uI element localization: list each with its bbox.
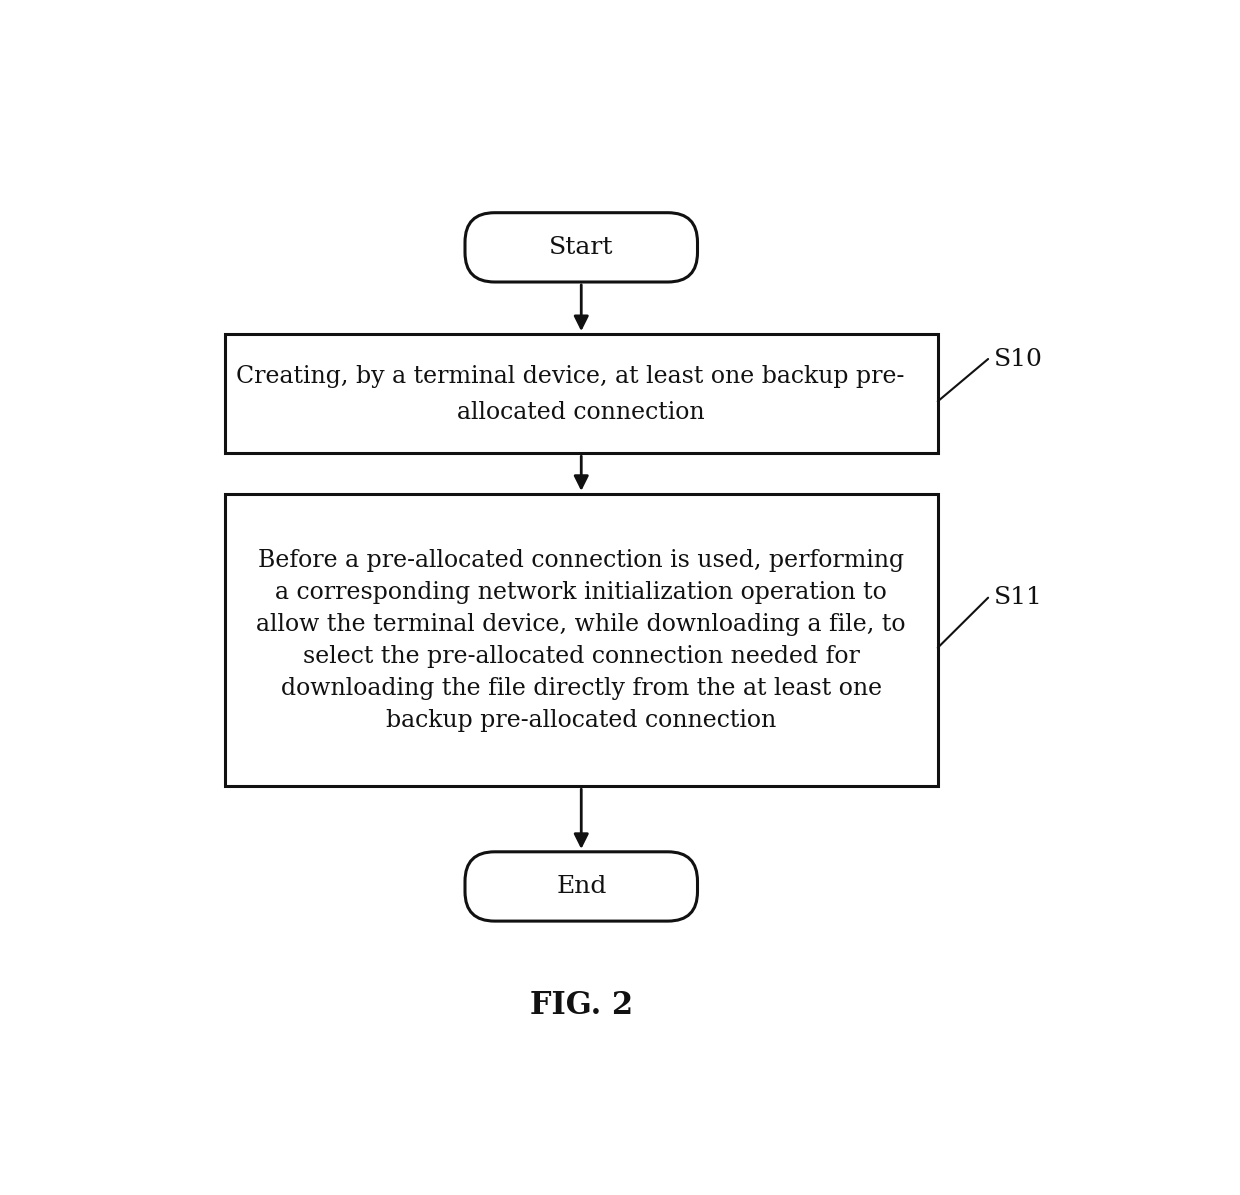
Text: FIG. 2: FIG. 2 [529, 991, 632, 1022]
Text: S10: S10 [994, 348, 1043, 370]
Bar [224, 494, 937, 786]
Text: Creating, by a terminal device, at least one backup pre-: Creating, by a terminal device, at least… [237, 366, 905, 388]
Text: S11: S11 [994, 587, 1043, 609]
Text: allocated connection: allocated connection [458, 402, 706, 424]
Text: End: End [556, 875, 606, 897]
FancyBboxPatch shape [465, 852, 697, 921]
FancyBboxPatch shape [465, 213, 697, 282]
Text: Before a pre-allocated connection is used, performing
a corresponding network in: Before a pre-allocated connection is use… [257, 549, 906, 731]
Bar [224, 333, 937, 453]
Text: Start: Start [549, 235, 614, 259]
